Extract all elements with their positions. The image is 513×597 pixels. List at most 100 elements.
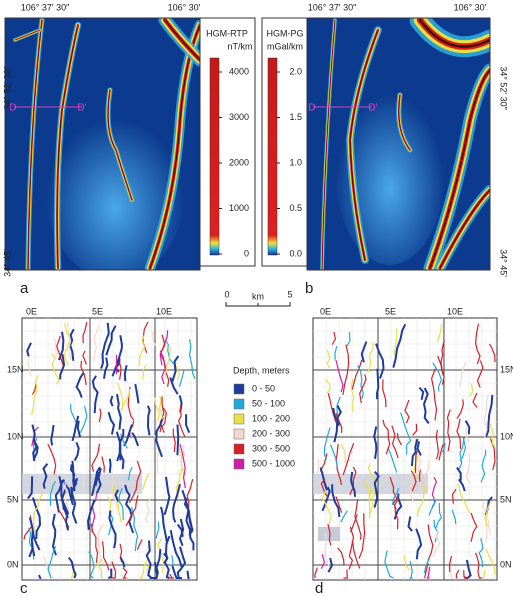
anomaly-edge (164, 19, 200, 61)
lineament (71, 460, 78, 486)
lineament (164, 339, 175, 365)
lineament (47, 443, 57, 475)
lineament (136, 539, 143, 551)
legend-swatch (233, 443, 245, 455)
lineament (459, 437, 467, 462)
lineament (151, 330, 156, 346)
colorbar-unit: nT/km (227, 41, 252, 51)
lineament (337, 547, 345, 565)
survey-band (313, 474, 428, 494)
lineament (321, 490, 332, 524)
lineament (186, 478, 194, 514)
legend-swatch (233, 413, 245, 425)
lineament (324, 532, 332, 570)
lineament (69, 403, 78, 425)
anomaly-edge (14, 29, 41, 41)
lineament (31, 383, 37, 395)
lineament (360, 341, 368, 363)
lineament (172, 428, 176, 453)
lineament (320, 554, 326, 569)
y-grid-label: 5N (500, 494, 512, 504)
lineament (131, 507, 139, 552)
lineament (179, 444, 186, 489)
colorbar-tick-label: 2000 (229, 157, 249, 167)
lineament (76, 420, 82, 438)
lineament (482, 512, 488, 543)
lineament (350, 379, 355, 413)
y-grid-label: 10N (7, 431, 24, 441)
lineament (160, 506, 169, 544)
colorbar-tick-label: 4000 (229, 66, 249, 76)
lineament (424, 563, 429, 579)
lineament (107, 411, 116, 435)
lineament (111, 561, 117, 579)
lineament (123, 424, 133, 447)
panel-label: a (20, 280, 29, 297)
lineament (64, 477, 70, 517)
latitude-label: 34° 52' 30" (2, 66, 12, 110)
lineament (485, 394, 494, 437)
lineament (476, 360, 484, 388)
anomaly-edge (107, 89, 133, 201)
lineament (97, 557, 103, 579)
lineament (32, 438, 38, 453)
lineament (342, 344, 350, 396)
colorbar-tick-label: 1.5 (289, 112, 302, 122)
lineament (455, 569, 460, 579)
colorbar (267, 57, 278, 256)
x-grid-label: 10E (156, 306, 172, 316)
lineament (114, 489, 120, 502)
lineament (446, 409, 451, 452)
lineament (319, 467, 328, 491)
lineament (111, 357, 121, 377)
lineament (435, 429, 440, 460)
lineament (120, 388, 131, 411)
lineament (51, 513, 57, 556)
x-grid-label: 10E (447, 306, 463, 316)
lineament (489, 424, 496, 448)
legend-swatch (233, 383, 245, 395)
lineament (98, 408, 102, 423)
lineament (354, 499, 362, 540)
lineament (335, 413, 343, 433)
lineament (475, 552, 483, 579)
lineament (474, 323, 481, 365)
lineament (169, 377, 179, 395)
lineament (171, 565, 182, 579)
lineament (70, 571, 75, 579)
colorbar-tick-label: 1.0 (289, 157, 302, 167)
lineament (75, 372, 85, 398)
lineament (176, 546, 187, 579)
lineament (335, 359, 344, 393)
lineament (108, 510, 117, 549)
lineament (463, 570, 469, 579)
y-grid-label: 0N (500, 559, 512, 569)
lineament (326, 349, 331, 369)
lineament (164, 346, 171, 379)
lineament (412, 423, 418, 436)
lineament (91, 443, 101, 472)
lineament (350, 471, 356, 497)
lineament (144, 497, 152, 525)
profile-end: D' (77, 103, 86, 114)
lineament (331, 331, 337, 345)
anomaly-edge (429, 69, 490, 269)
lineament (321, 486, 331, 512)
lineament (437, 324, 443, 342)
lineament (482, 569, 486, 579)
lineament (131, 432, 140, 447)
lineament (451, 488, 457, 504)
lineament (369, 496, 374, 514)
lineament (109, 395, 114, 407)
lineament (393, 493, 403, 520)
lineament (423, 558, 430, 574)
lineament (373, 426, 378, 459)
longitude-label: 106° 37' 30" (21, 2, 70, 12)
lineament (432, 530, 441, 558)
colorbar-unit: mGal/km (267, 41, 303, 51)
map-shade (45, 100, 185, 270)
lineament (28, 541, 34, 558)
lineament (56, 335, 64, 366)
lineament (159, 350, 167, 385)
